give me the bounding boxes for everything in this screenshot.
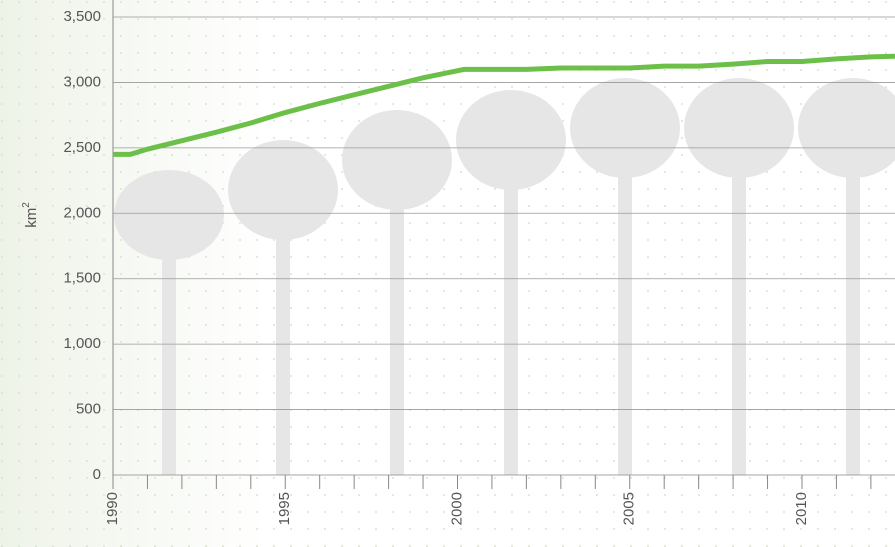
palm-decoration [114,78,895,475]
y-axis-label-base: km [23,208,40,228]
data-line [113,53,895,157]
x-tick-label: 1990 [104,492,121,525]
y-tick-label: 500 [76,401,101,418]
y-tick-label: 1,500 [63,270,101,287]
x-tick-label: 2010 [793,492,810,525]
x-tick-label: 2005 [621,492,638,525]
y-axis-label: km2 [21,202,40,228]
y-tick-label: 3,000 [63,73,101,90]
y-tick-label: 3,500 [63,8,101,25]
y-axis-label-sup: 2 [21,202,32,208]
y-tick-label: 2,000 [63,204,101,221]
x-tick-label: 1995 [276,492,293,525]
y-tick-label: 2,500 [63,139,101,156]
x-tick-label: 2000 [448,492,465,525]
y-tick-label: 0 [93,466,101,483]
y-tick-label: 1,000 [63,335,101,352]
